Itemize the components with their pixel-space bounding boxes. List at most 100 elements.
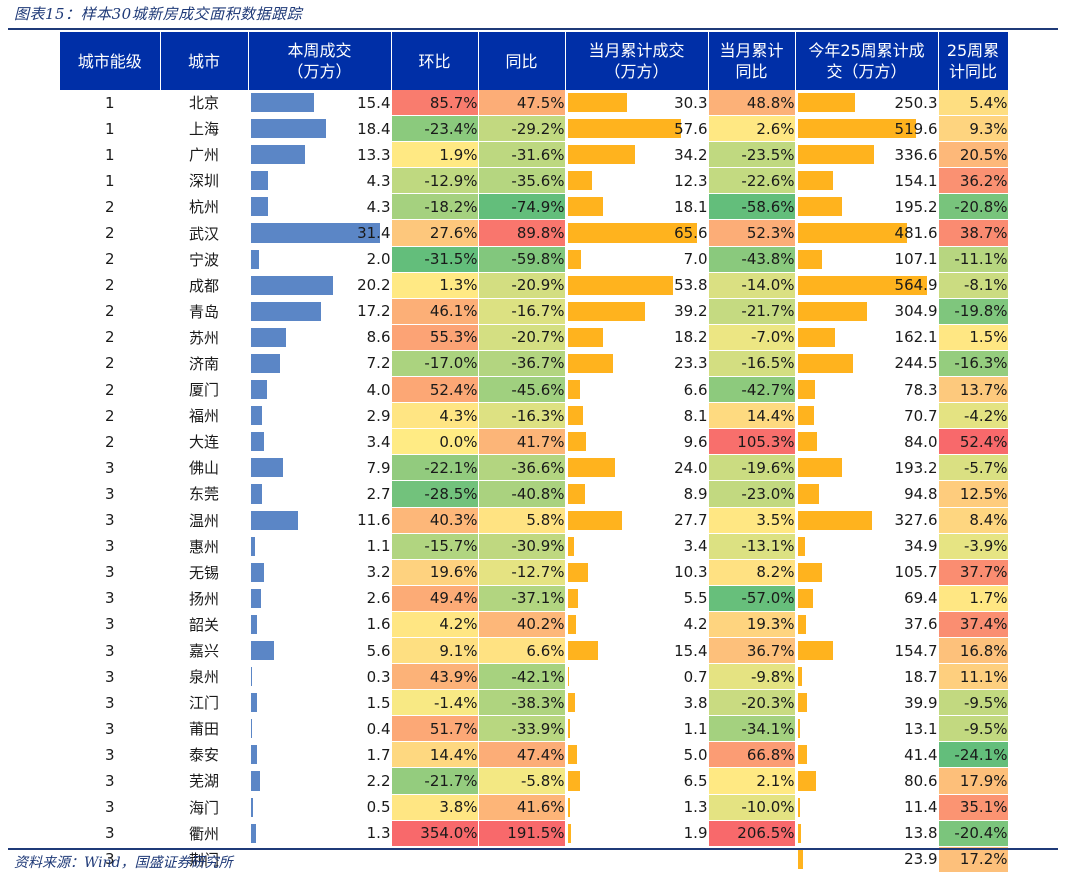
ytd-volume-cell: 41.4 xyxy=(795,741,939,769)
ytd-volume-label: 107.1 xyxy=(894,250,938,269)
month-yoy-cell: -43.8% xyxy=(708,246,796,273)
week-volume-label: 4.3 xyxy=(366,171,391,190)
tier-cell: 3 xyxy=(60,846,161,873)
ytd-volume-cell: 13.8 xyxy=(795,820,939,847)
ytd-yoy-cell: 12.5% xyxy=(938,480,1009,508)
month-yoy-cell: 48.8% xyxy=(708,90,796,117)
header-month-yoy: 当月累计 同比 xyxy=(708,32,796,90)
ytd-volume-bar xyxy=(797,353,854,374)
month-volume-cell: 15.4 xyxy=(565,637,709,665)
month-volume-bar xyxy=(567,588,579,608)
week-volume-label: 8.6 xyxy=(366,328,391,347)
week-volume-bar xyxy=(250,614,258,634)
month-volume-cell: 4.2 xyxy=(565,611,709,638)
week-volume-cell xyxy=(248,846,392,873)
yoy-cell: -42.1% xyxy=(478,663,566,691)
month-yoy-cell: 66.8% xyxy=(708,741,796,769)
ytd-volume-bar xyxy=(797,327,835,347)
tier-cell: 3 xyxy=(60,611,161,638)
ytd-yoy-cell: -20.4% xyxy=(938,820,1009,847)
month-volume-bar xyxy=(567,719,570,739)
tier-cell: 3 xyxy=(60,454,161,482)
table-row: 2 杭州 4.3 -18.2% -74.9% 18.1 -58.6% 195.2 -20.8% xyxy=(60,193,1009,221)
month-volume-bar xyxy=(567,510,622,530)
month-volume-label: 10.3 xyxy=(674,563,708,582)
ytd-yoy-cell: -8.1% xyxy=(938,272,1009,299)
week-volume-cell: 0.4 xyxy=(248,715,392,743)
month-yoy-cell: 19.3% xyxy=(708,611,796,638)
month-volume-label: 1.1 xyxy=(683,719,708,738)
month-volume-bar xyxy=(567,327,604,347)
month-yoy-cell: 2.6% xyxy=(708,115,796,143)
week-volume-cell: 4.0 xyxy=(248,376,392,404)
mom-cell: 4.3% xyxy=(391,402,479,430)
month-volume-bar xyxy=(567,823,572,843)
ytd-volume-bar xyxy=(797,275,927,295)
city-cell: 扬州 xyxy=(160,585,249,612)
tier-cell: 2 xyxy=(60,402,161,430)
ytd-volume-cell: 154.1 xyxy=(795,167,939,195)
week-volume-label: 0.3 xyxy=(366,667,391,686)
ytd-volume-cell: 11.4 xyxy=(795,794,939,821)
ytd-volume-label: 304.9 xyxy=(894,302,938,321)
ytd-volume-bar xyxy=(797,406,814,426)
month-volume-label: 15.4 xyxy=(674,641,708,660)
ytd-volume-label: 154.7 xyxy=(894,641,938,660)
top-rule xyxy=(8,28,1058,30)
ytd-volume-bar xyxy=(797,536,806,556)
tier-cell: 3 xyxy=(60,533,161,560)
week-volume-cell: 2.9 xyxy=(248,402,392,430)
mom-cell xyxy=(391,846,479,873)
week-volume-label: 3.2 xyxy=(366,563,391,582)
mom-cell: 354.0% xyxy=(391,820,479,847)
ytd-yoy-cell: 38.7% xyxy=(938,219,1009,247)
mom-cell: 1.3% xyxy=(391,272,479,299)
city-cell: 北京 xyxy=(160,90,249,117)
week-volume-cell: 20.2 xyxy=(248,272,392,299)
yoy-cell: -16.7% xyxy=(478,298,566,325)
yoy-cell: 47.5% xyxy=(478,90,566,117)
ytd-volume-bar xyxy=(797,145,875,165)
header-tier: 城市能级 xyxy=(60,32,161,90)
ytd-volume-label: 336.6 xyxy=(894,145,938,164)
week-volume-bar xyxy=(250,119,327,139)
ytd-volume-cell: 69.4 xyxy=(795,585,939,612)
month-volume-label: 34.2 xyxy=(674,145,708,164)
city-cell: 无锡 xyxy=(160,559,249,586)
month-yoy-cell: 105.3% xyxy=(708,428,796,456)
ytd-volume-cell: 84.0 xyxy=(795,428,939,456)
ytd-volume-label: 250.3 xyxy=(894,93,938,112)
ytd-volume-label: 105.7 xyxy=(894,563,938,582)
ytd-volume-label: 327.6 xyxy=(894,511,938,530)
ytd-volume-cell: 70.7 xyxy=(795,402,939,430)
ytd-volume-bar xyxy=(797,745,807,765)
month-yoy-cell: -58.6% xyxy=(708,193,796,221)
ytd-volume-cell: 162.1 xyxy=(795,324,939,351)
week-volume-bar xyxy=(250,327,286,347)
week-volume-cell: 2.6 xyxy=(248,585,392,612)
month-volume-cell: 9.6 xyxy=(565,428,709,456)
month-volume-cell: 23.3 xyxy=(565,350,709,378)
month-volume-cell: 24.0 xyxy=(565,454,709,482)
tier-cell: 3 xyxy=(60,480,161,508)
ytd-volume-label: 41.4 xyxy=(904,745,938,764)
ytd-yoy-cell: -19.8% xyxy=(938,298,1009,325)
week-volume-label: 2.6 xyxy=(366,589,391,608)
month-yoy-cell: 52.3% xyxy=(708,219,796,247)
month-volume-cell xyxy=(565,846,709,873)
ytd-yoy-cell: -16.3% xyxy=(938,350,1009,378)
header-week: 本周成交 （万方） xyxy=(248,32,392,90)
month-volume-label: 5.0 xyxy=(683,745,708,764)
yoy-cell: 40.2% xyxy=(478,611,566,638)
table-row: 2 济南 7.2 -17.0% -36.7% 23.3 -16.5% 244.5 -16.3% xyxy=(60,350,1009,378)
yoy-cell: -40.8% xyxy=(478,480,566,508)
city-cell: 成都 xyxy=(160,272,249,299)
tier-cell: 1 xyxy=(60,167,161,195)
week-volume-label: 2.7 xyxy=(366,484,391,503)
ytd-yoy-cell: -4.2% xyxy=(938,402,1009,430)
month-volume-label: 65.6 xyxy=(674,224,708,243)
week-volume-cell: 7.2 xyxy=(248,350,392,378)
ytd-yoy-cell: 37.7% xyxy=(938,559,1009,586)
week-volume-label: 2.2 xyxy=(366,771,391,790)
month-volume-cell: 65.6 xyxy=(565,219,709,247)
